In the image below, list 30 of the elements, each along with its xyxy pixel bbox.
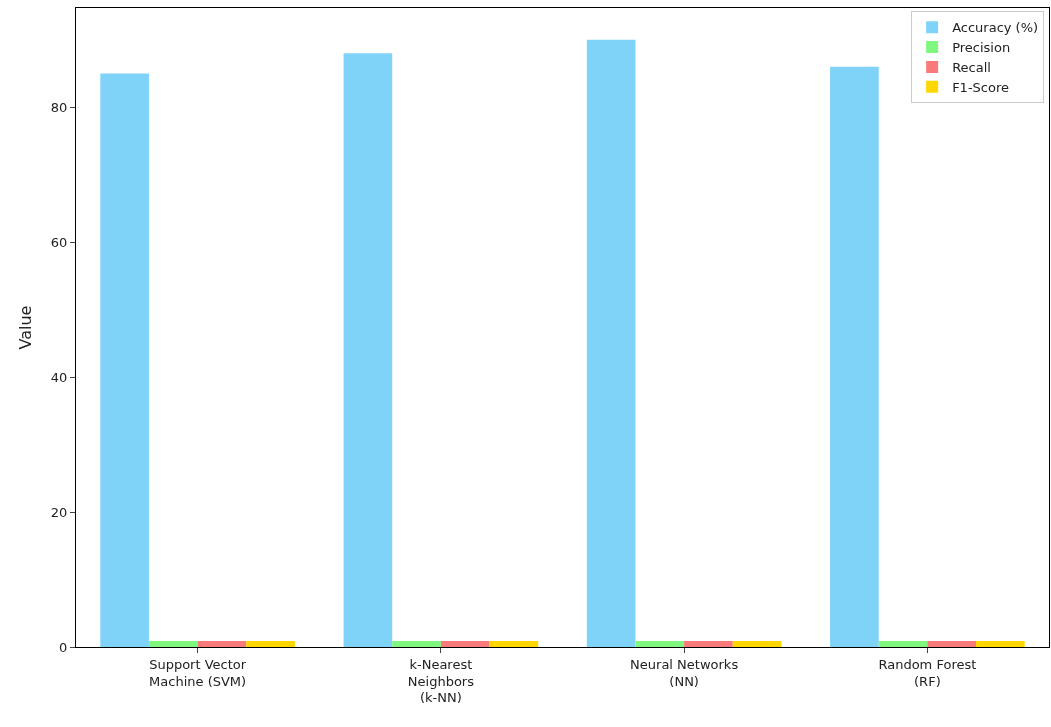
- bar: [392, 640, 441, 647]
- bar: [684, 640, 733, 647]
- x-tick-label: Neural Networks (NN): [630, 656, 739, 689]
- legend-label: F1-Score: [952, 79, 1009, 95]
- bar: [830, 66, 879, 647]
- legend-label: Precision: [952, 40, 1011, 56]
- bar: [100, 73, 149, 647]
- bar: [343, 53, 393, 647]
- x-tick-label: Support Vector Machine (SVM): [149, 656, 247, 689]
- bar: [440, 640, 490, 647]
- legend-label: Accuracy (%): [952, 20, 1039, 36]
- x-tick-label: Random Forest (RF): [878, 656, 977, 689]
- bar: [197, 640, 247, 647]
- y-axis-title: Value: [15, 305, 35, 350]
- y-tick-label: 60: [50, 234, 68, 250]
- y-tick-label: 20: [50, 504, 68, 520]
- bar: [732, 640, 782, 647]
- bar: [148, 640, 198, 647]
- y-tick-label: 80: [50, 99, 68, 115]
- x-tick-label: k-Nearest Neighbors (k-NN): [407, 656, 475, 706]
- bar: [878, 640, 928, 647]
- bar: [246, 640, 295, 647]
- bar: [927, 640, 977, 647]
- bar: [976, 640, 1025, 647]
- legend-label: Recall: [952, 60, 991, 76]
- y-tick-label: 40: [50, 369, 68, 385]
- y-tick-label: 0: [59, 639, 68, 655]
- bar: [489, 640, 539, 647]
- bar: [635, 640, 685, 647]
- bar: [586, 39, 636, 647]
